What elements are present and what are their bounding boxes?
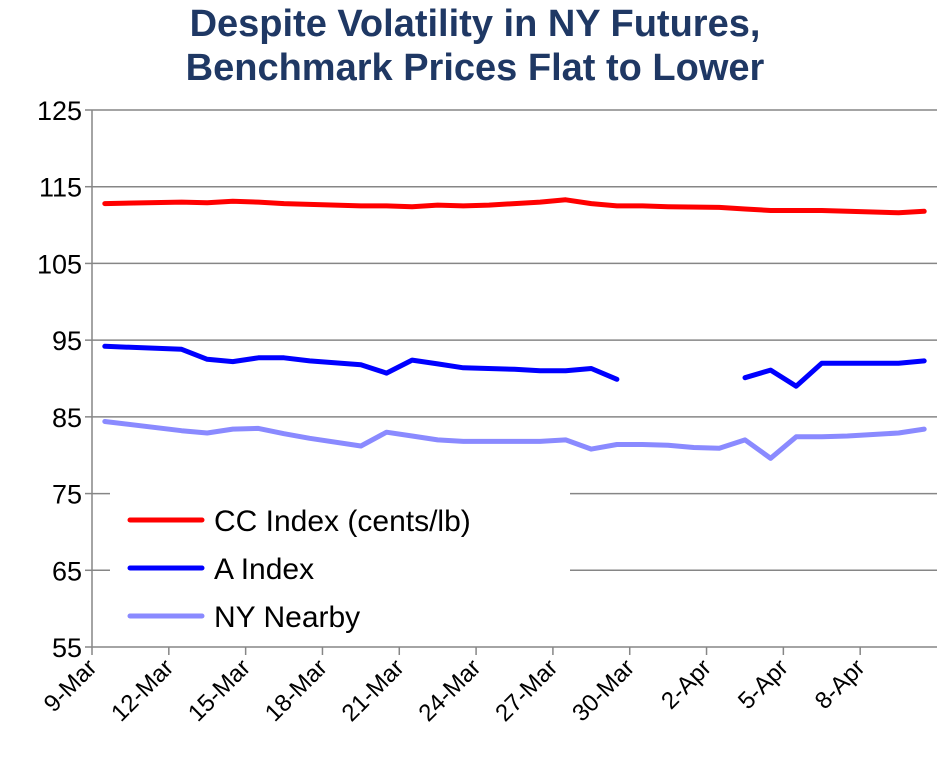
y-tick-label: 105 [37,249,82,279]
legend: CC Index (cents/lb) A Index NY Nearby [110,492,570,640]
series-line-1 [102,197,927,216]
x-tick-label: 21-Mar [337,654,410,727]
x-tick-label: 12-Mar [106,654,179,727]
x-tick-label: 24-Mar [413,654,486,727]
series-lines [102,197,927,461]
y-tick-label: 95 [52,326,82,356]
series-line-3 [102,419,927,461]
y-tick-label: 85 [52,403,82,433]
legend-label-2: A Index [214,553,314,586]
y-axis-ticks: 55 65 75 85 95 105 115 125 [37,96,92,663]
x-tick-label: 18-Mar [260,654,333,727]
y-tick-label: 55 [52,633,82,663]
y-tick-label: 65 [52,556,82,586]
x-tick-label: 27-Mar [490,654,563,727]
x-tick-label: 30-Mar [567,654,640,727]
x-tick-label: 8-Apr [810,654,871,715]
y-tick-label: 115 [39,173,82,203]
y-tick-label: 125 [37,96,82,126]
legend-label-1: CC Index (cents/lb) [214,505,471,538]
chart-title: Despite Volatility in NY Futures, Benchm… [0,2,950,90]
series-line-2 [102,343,927,389]
axes [91,110,937,648]
x-tick-label: 5-Apr [733,654,794,715]
x-tick-label: 15-Mar [183,654,256,727]
x-axis-ticks: 9-Mar 12-Mar 15-Mar 18-Mar 21-Mar 24-Mar 27-Ma… [39,647,871,727]
y-tick-label: 75 [52,480,82,510]
chart-title-line-2: Benchmark Prices Flat to Lower [185,47,765,89]
chart-title-line-1: Despite Volatility in NY Futures, [189,3,761,45]
legend-label-3: NY Nearby [214,601,360,634]
x-tick-label: 9-Mar [39,654,102,717]
x-tick-label: 2-Apr [656,654,717,715]
